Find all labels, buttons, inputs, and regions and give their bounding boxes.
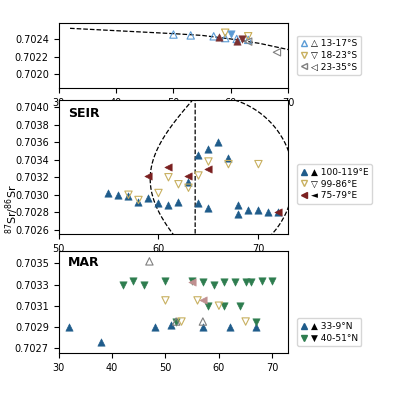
Point — [245, 207, 252, 214]
Legend: △ 13-17°S, ▽ 18-23°S, ◁ 23-35°S: △ 13-17°S, ▽ 18-23°S, ◁ 23-35°S — [297, 36, 360, 75]
Point — [105, 190, 112, 196]
Point — [199, 324, 206, 330]
Point — [275, 209, 282, 216]
Point — [146, 258, 153, 265]
Point — [221, 279, 228, 286]
Point — [185, 178, 192, 185]
Point — [145, 195, 152, 201]
Point — [205, 302, 212, 309]
Legend: ▲ 100-119°E, ▽ 99-86°E, ◄ 75-79°E: ▲ 100-119°E, ▽ 99-86°E, ◄ 75-79°E — [297, 164, 372, 204]
Point — [216, 302, 222, 309]
Point — [173, 318, 179, 325]
Point — [239, 36, 246, 42]
Point — [205, 204, 212, 211]
Point — [205, 146, 212, 153]
Point — [187, 32, 194, 39]
Point — [221, 302, 228, 309]
Point — [162, 278, 169, 285]
Point — [119, 281, 126, 288]
Point — [135, 196, 142, 203]
Point — [173, 318, 179, 325]
Point — [265, 209, 272, 216]
Point — [195, 152, 202, 159]
Point — [98, 338, 104, 345]
Point — [245, 33, 252, 40]
Point — [178, 318, 185, 325]
Point — [235, 211, 242, 217]
Point — [222, 35, 229, 41]
Point — [205, 158, 212, 165]
Point — [189, 279, 196, 286]
Point — [275, 209, 282, 216]
Point — [255, 206, 262, 213]
Point — [225, 155, 232, 161]
Point — [130, 278, 137, 285]
Point — [175, 199, 182, 205]
Point — [189, 278, 196, 285]
Point — [227, 30, 234, 37]
Point — [274, 49, 280, 56]
Point — [205, 165, 212, 172]
Text: SEIR: SEIR — [68, 107, 99, 120]
Point — [210, 281, 217, 288]
Point — [225, 161, 232, 168]
Text: MAR: MAR — [68, 256, 99, 269]
Point — [141, 281, 148, 288]
Point — [245, 38, 252, 45]
Point — [165, 174, 172, 181]
Point — [237, 302, 244, 309]
Point — [125, 193, 132, 200]
Point — [199, 297, 206, 304]
Point — [115, 191, 122, 198]
Point — [135, 199, 142, 205]
Point — [185, 172, 192, 179]
Legend: ▲ 33-9°N, ▼ 40-51°N: ▲ 33-9°N, ▼ 40-51°N — [297, 319, 362, 346]
Point — [155, 190, 162, 196]
Point — [242, 279, 249, 286]
Point — [269, 278, 276, 285]
Point — [232, 279, 238, 286]
Point — [222, 29, 229, 36]
Point — [258, 278, 265, 285]
Point — [170, 31, 177, 38]
Point — [199, 279, 206, 286]
Point — [145, 172, 152, 179]
Point — [235, 202, 242, 209]
Point — [165, 202, 172, 209]
Point — [253, 324, 260, 330]
Point — [233, 37, 240, 44]
Point — [216, 34, 223, 41]
Point — [175, 181, 182, 188]
Point — [210, 33, 217, 40]
Point — [162, 297, 169, 304]
Point — [245, 36, 252, 43]
Point — [215, 139, 222, 145]
Point — [226, 324, 233, 330]
Text: $^{87}$Sr/$^{86}$Sr: $^{87}$Sr/$^{86}$Sr — [4, 184, 21, 234]
Point — [66, 324, 73, 330]
Point — [247, 279, 254, 286]
Point — [255, 161, 262, 168]
Point — [195, 172, 202, 179]
Point — [155, 200, 162, 207]
Point — [242, 318, 249, 325]
Point — [233, 36, 240, 42]
Point — [194, 297, 201, 304]
Point — [185, 184, 192, 191]
Point — [168, 321, 174, 328]
Point — [199, 318, 206, 325]
Point — [125, 191, 132, 198]
Point — [165, 163, 172, 170]
Point — [195, 200, 202, 207]
Point — [253, 318, 260, 325]
Point — [151, 324, 158, 330]
